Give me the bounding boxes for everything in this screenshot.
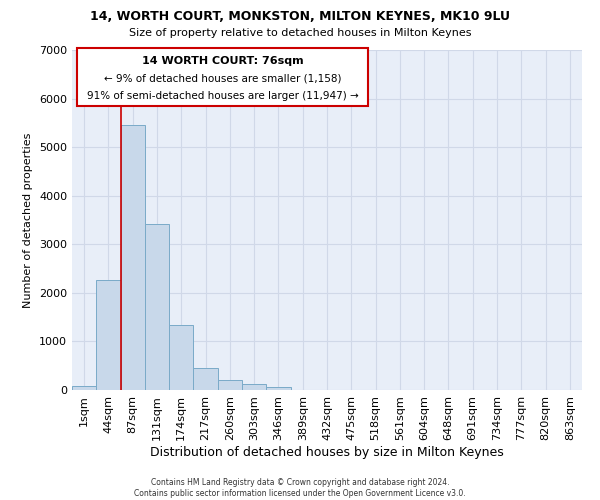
Bar — [145, 224, 169, 390]
Text: ← 9% of detached houses are smaller (1,158): ← 9% of detached houses are smaller (1,1… — [104, 74, 341, 84]
Text: 14, WORTH COURT, MONKSTON, MILTON KEYNES, MK10 9LU: 14, WORTH COURT, MONKSTON, MILTON KEYNES… — [90, 10, 510, 23]
Bar — [121, 126, 145, 390]
Bar — [169, 325, 193, 390]
FancyBboxPatch shape — [77, 48, 368, 106]
Bar — [193, 368, 218, 390]
Bar — [96, 280, 121, 390]
Text: Size of property relative to detached houses in Milton Keynes: Size of property relative to detached ho… — [129, 28, 471, 38]
Bar — [266, 387, 290, 390]
X-axis label: Distribution of detached houses by size in Milton Keynes: Distribution of detached houses by size … — [150, 446, 504, 458]
Y-axis label: Number of detached properties: Number of detached properties — [23, 132, 34, 308]
Bar — [218, 380, 242, 390]
Bar — [242, 384, 266, 390]
Bar — [72, 386, 96, 390]
Text: 91% of semi-detached houses are larger (11,947) →: 91% of semi-detached houses are larger (… — [86, 90, 358, 101]
Text: 14 WORTH COURT: 76sqm: 14 WORTH COURT: 76sqm — [142, 56, 303, 66]
Text: Contains HM Land Registry data © Crown copyright and database right 2024.
Contai: Contains HM Land Registry data © Crown c… — [134, 478, 466, 498]
